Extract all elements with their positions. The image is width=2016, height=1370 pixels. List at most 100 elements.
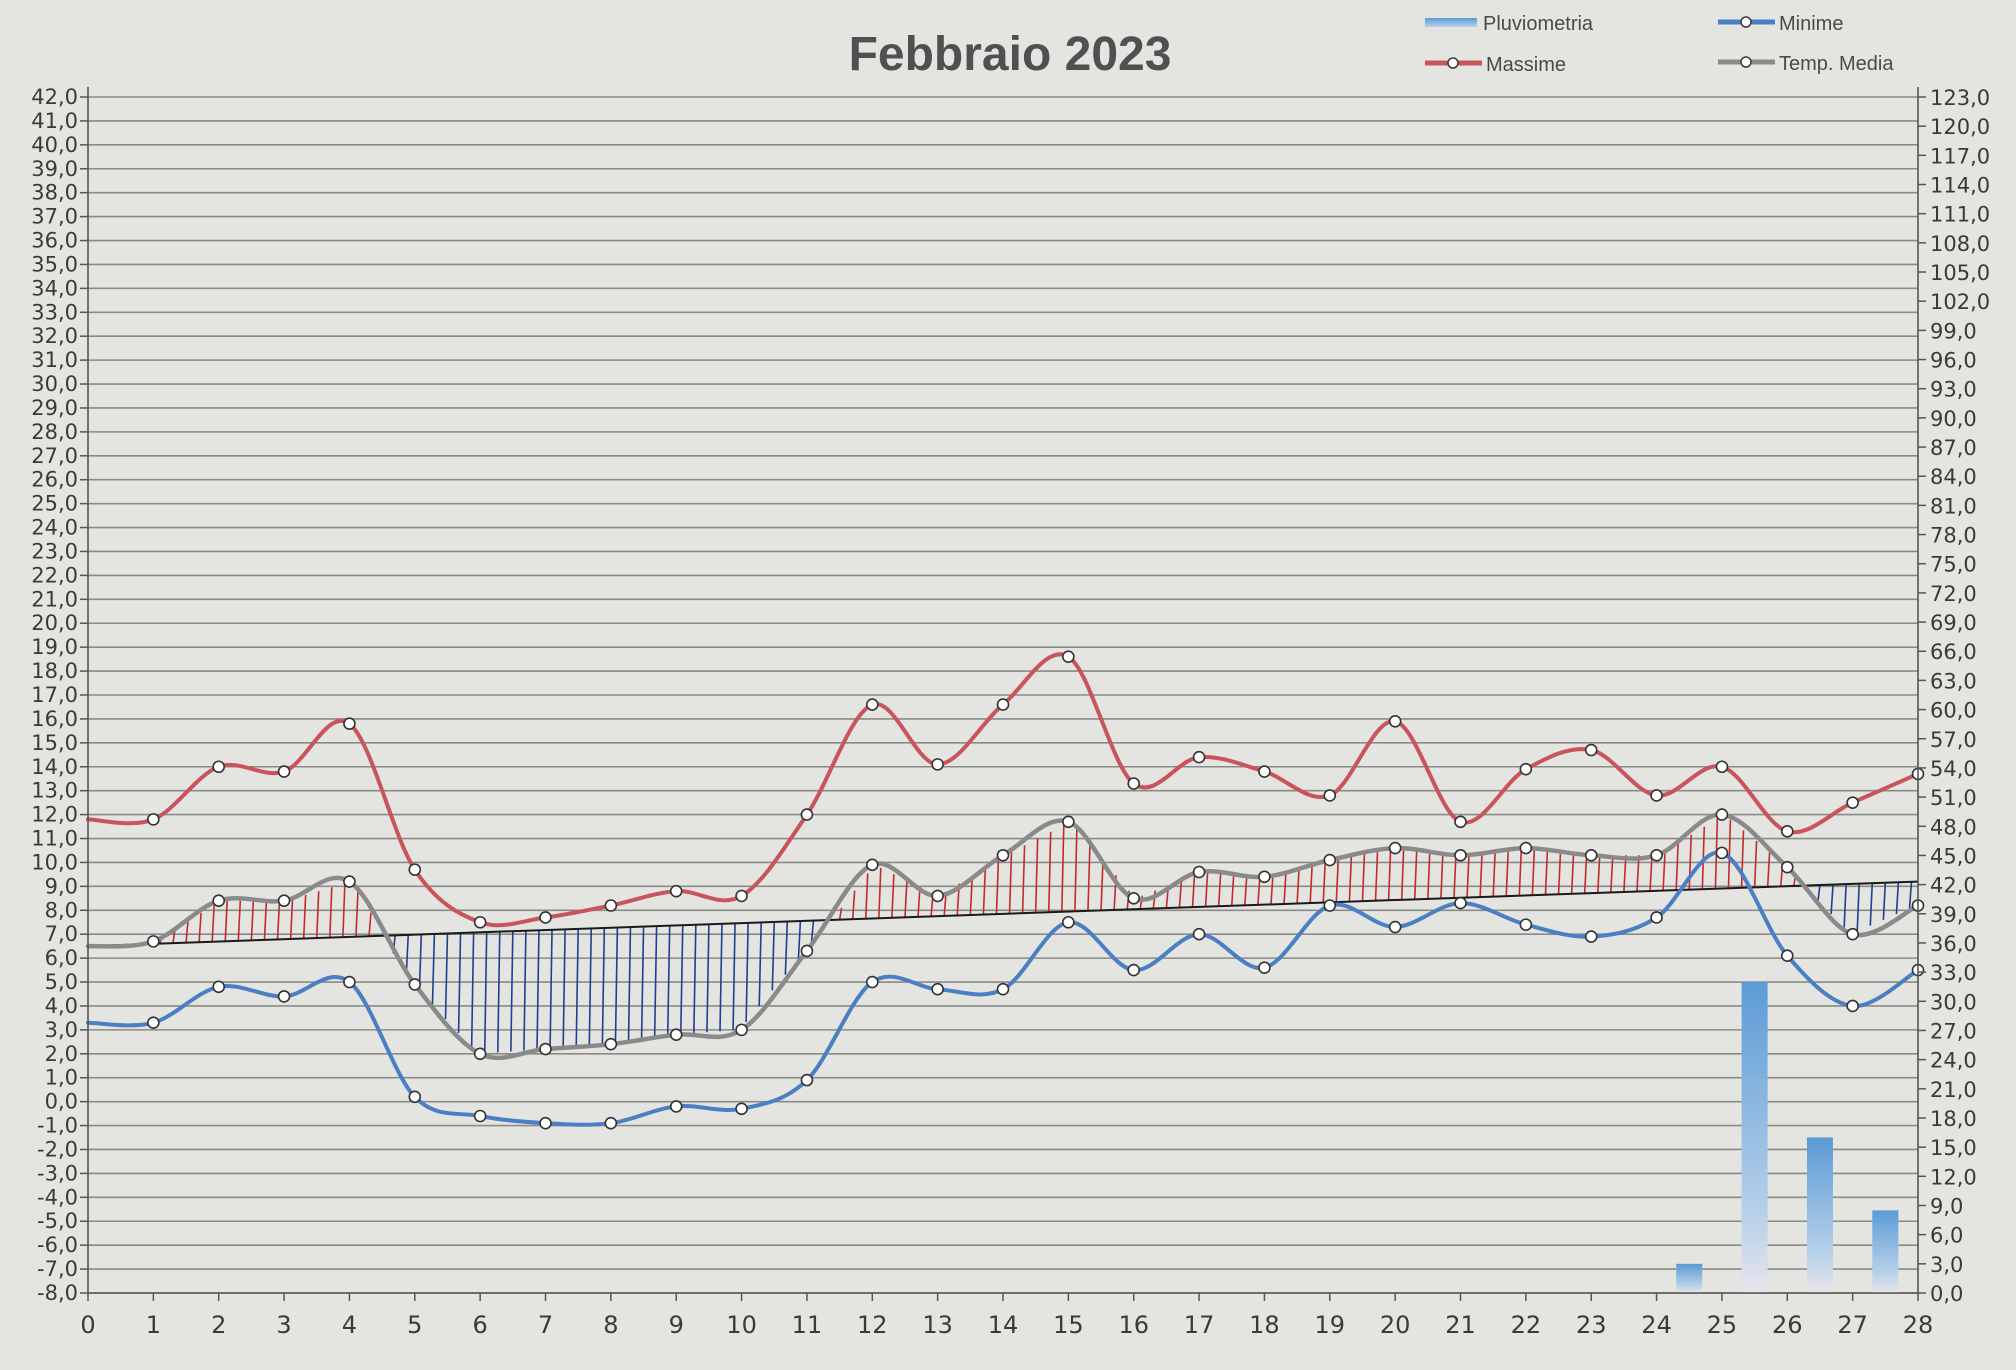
point-temp-media: [1715, 808, 1729, 821]
x-axis-tick-label: 0: [80, 1311, 95, 1339]
warm-anomaly-hatch: [1270, 875, 1274, 905]
warm-anomaly-hatch: [1649, 855, 1653, 892]
left-axis-tick-label: 15,0: [31, 731, 78, 755]
x-axis-tick-label: 22: [1511, 1311, 1542, 1339]
left-axis-tick-label: 1,0: [45, 1066, 78, 1090]
legend-label-temp-media: Temp. Media: [1779, 53, 1894, 75]
cold-anomaly-hatch: [797, 920, 802, 959]
legend-item-temp-media: Temp. Media: [1718, 53, 1894, 75]
warm-anomaly-hatch: [891, 874, 895, 918]
warm-anomaly-hatch: [1361, 854, 1366, 902]
warm-anomaly-hatch: [904, 880, 908, 918]
warm-anomaly-hatch: [1466, 854, 1470, 898]
warm-anomaly-hatch: [1021, 845, 1026, 914]
right-axis-tick-labels: 123,0 120,0 117,0 114,0 111,0 108,0 105,0 102,0…: [1930, 86, 1990, 1306]
left-axis-tick-label: 10,0: [31, 850, 78, 874]
x-axis-tick-label: 21: [1445, 1311, 1476, 1339]
warm-anomaly-hatch: [1061, 825, 1065, 912]
right-axis-tick-label: 60,0: [1930, 699, 1977, 723]
point-minime: [343, 975, 356, 989]
left-axis-tick-label: 40,0: [31, 133, 78, 157]
left-axis-tick-label: 33,0: [31, 300, 78, 324]
warm-anomaly-hatch: [1296, 868, 1300, 904]
rain-bars: [1676, 981, 1899, 1293]
right-axis-tick-label: 102,0: [1930, 290, 1990, 314]
right-axis-tick-label: 57,0: [1930, 728, 1977, 752]
warm-anomaly-hatch: [1427, 851, 1431, 899]
line-temp-media: [85, 812, 1921, 1060]
right-axis-tick-label: 9,0: [1930, 1194, 1963, 1218]
point-temp-media: [408, 978, 422, 991]
point-massime: [1650, 789, 1663, 802]
x-axis-tick-labels: 0 1 2 3 4 5 6 7 8 9 10 11 12 13 14 15 16 17 18 19 20 21 22 23 24…: [80, 1311, 1933, 1339]
point-minime: [669, 1100, 683, 1113]
point-massime: [1715, 760, 1729, 774]
cold-anomaly-hatch: [1882, 882, 1887, 920]
left-axis-tick-label: 30,0: [31, 372, 78, 396]
cold-anomaly-hatch: [523, 930, 527, 1051]
left-axis-tick-label: 2,0: [45, 1042, 78, 1066]
warm-anomaly-hatch: [368, 912, 372, 937]
cold-anomaly-hatch: [758, 922, 762, 1007]
point-temp-media: [1388, 841, 1402, 855]
warm-anomaly-hatch: [851, 890, 856, 920]
cold-anomaly-hatch: [549, 929, 553, 1049]
warm-anomaly-hatch: [289, 898, 294, 940]
point-temp-media: [1584, 848, 1598, 862]
left-axis-tick-label: 27,0: [31, 444, 78, 468]
warm-anomaly-hatch: [1178, 879, 1183, 908]
left-axis-tick-label: 6,0: [45, 946, 78, 970]
point-minime: [539, 1116, 552, 1130]
point-temp-media: [1519, 841, 1533, 855]
right-axis-tick-label: 117,0: [1930, 144, 1990, 168]
cold-anomaly-hatch: [405, 934, 410, 975]
warm-anomaly-hatch: [1688, 834, 1693, 890]
warm-anomaly-hatch: [1740, 830, 1745, 888]
point-temp-media: [865, 858, 879, 872]
x-axis-tick-label: 4: [342, 1311, 357, 1339]
left-axis-tick-label: 37,0: [31, 205, 78, 229]
right-axis-tick-label: 21,0: [1930, 1078, 1977, 1102]
right-axis-tick-label: 24,0: [1930, 1049, 1977, 1073]
right-axis-tick-label: 120,0: [1930, 115, 1990, 139]
right-axis-tick-label: 105,0: [1930, 261, 1990, 285]
point-temp-media: [800, 944, 814, 958]
legend-swatch-pluviometria: [1425, 18, 1477, 27]
point-temp-media: [539, 1042, 552, 1056]
point-minime: [931, 982, 944, 996]
cold-anomaly-hatch: [444, 933, 449, 1020]
warm-anomaly-hatch: [1087, 844, 1091, 911]
point-massime: [735, 889, 748, 903]
rain-bar: [1676, 1263, 1703, 1293]
left-axis-tick-label: 5,0: [45, 970, 78, 994]
cold-anomaly-hatch: [706, 924, 710, 1033]
warm-anomaly-hatch: [1387, 849, 1392, 901]
warm-anomaly-hatch: [1191, 874, 1196, 908]
grid-lines: [88, 96, 1918, 1294]
legend-label-massime: Massime: [1486, 54, 1566, 76]
x-axis-tick-label: 10: [726, 1311, 757, 1339]
legend-item-minime: Minime: [1718, 13, 1843, 35]
line-minime: [86, 850, 1920, 1127]
left-axis-tick-label: 28,0: [31, 420, 78, 444]
warm-anomaly-hatch: [864, 873, 869, 919]
left-axis-tick-label: 35,0: [31, 252, 78, 276]
left-axis-tick-label: 20,0: [31, 611, 78, 635]
point-temp-media: [1127, 892, 1141, 905]
warm-anomaly-hatch: [982, 867, 987, 915]
left-axis-tick-label: 12,0: [31, 803, 78, 827]
x-axis-tick-label: 26: [1772, 1311, 1803, 1339]
point-massime: [277, 765, 291, 778]
left-axis-tick-label: 3,0: [45, 1018, 78, 1042]
point-temp-media: [735, 1023, 748, 1037]
warm-anomaly-hatch: [1257, 876, 1261, 905]
legend: Pluviometria Minime Massime Temp. Media: [1425, 13, 1894, 76]
warm-anomaly-hatch: [1505, 850, 1510, 897]
point-temp-media: [1650, 848, 1663, 862]
warm-anomaly-hatch: [342, 883, 346, 938]
point-temp-media: [1323, 853, 1337, 867]
point-massime: [1323, 789, 1337, 802]
x-axis-tick-label: 6: [473, 1311, 488, 1339]
point-minime: [212, 980, 226, 994]
